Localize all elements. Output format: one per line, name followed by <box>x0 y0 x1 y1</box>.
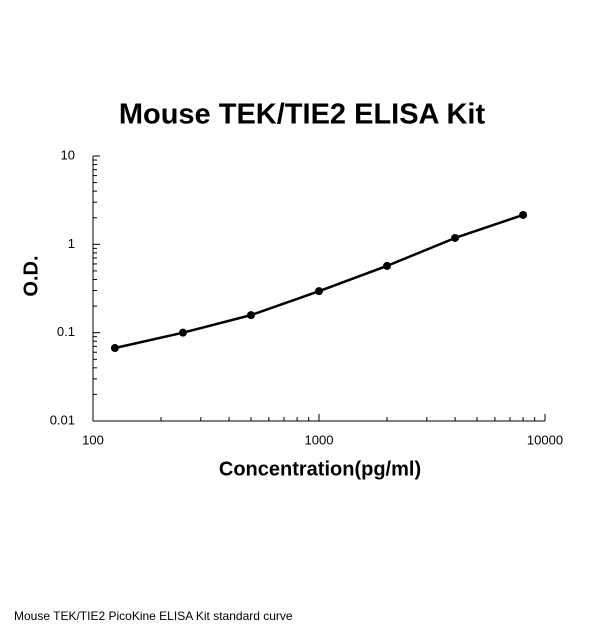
y-tick-label: 10 <box>61 147 75 162</box>
y-tick-label: 0.1 <box>57 324 75 339</box>
data-point <box>110 344 119 353</box>
data-point <box>178 328 187 337</box>
y-tick-label: 1 <box>68 236 75 251</box>
x-axis-title: Concentration(pg/ml) <box>219 458 421 480</box>
data-line <box>114 213 524 350</box>
data-point <box>383 261 392 270</box>
chart-title: Mouse TEK/TIE2 ELISA Kit <box>119 99 486 131</box>
x-tick-label: 10000 <box>527 432 563 447</box>
x-tick-label: 1000 <box>305 432 334 447</box>
data-point <box>246 311 255 320</box>
caption: Mouse TEK/TIE2 PicoKine ELISA Kit standa… <box>14 609 293 623</box>
y-tick-label: 0.01 <box>50 412 75 427</box>
data-point <box>519 210 528 219</box>
data-point <box>451 233 460 242</box>
y-axis-title: O.D. <box>20 255 42 296</box>
x-tick-label: 100 <box>82 432 104 447</box>
data-point <box>315 287 323 296</box>
